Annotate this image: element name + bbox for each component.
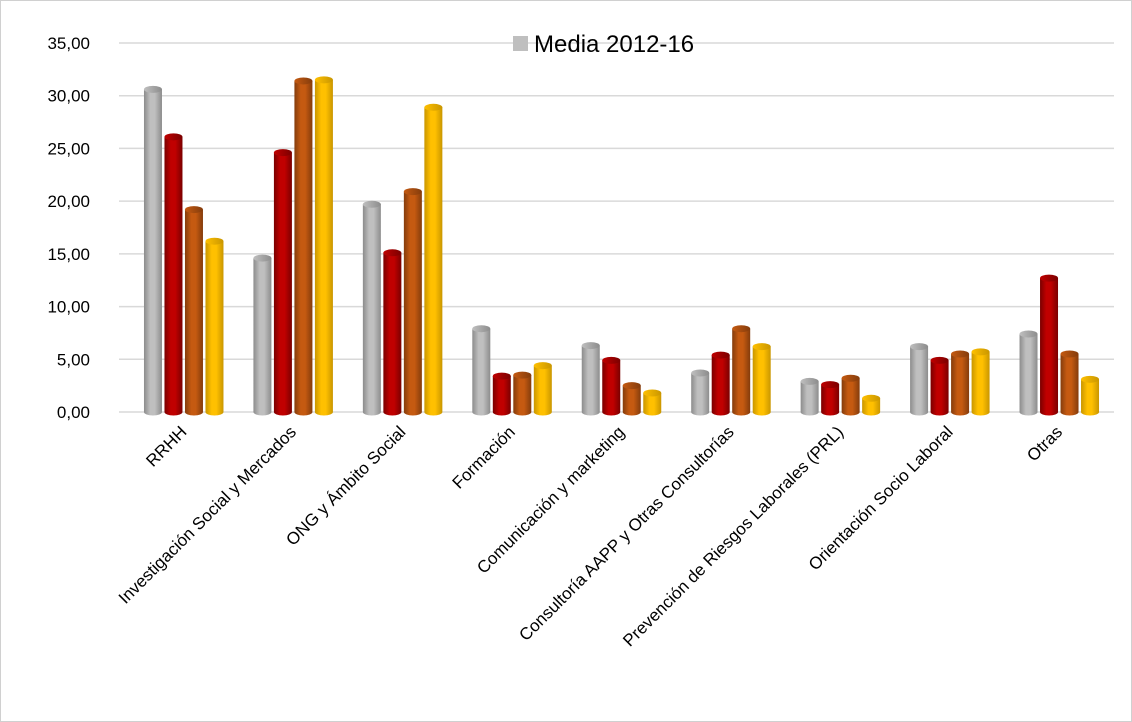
bar-prevencion-de-riesgos-laborales-prl-series-2	[821, 381, 840, 416]
y-tick-label: 25,00	[47, 139, 90, 158]
x-category-label-ong-y-ambito-social: ONG y Ámbito Social	[282, 422, 409, 549]
bar-formacion-series-3	[513, 371, 532, 416]
bar-investigacion-social-y-mercados-series-1	[253, 254, 272, 416]
y-axis-ticks: 0,00 5,00 10,00 15,00 20,00 25,00 30,00 35,00	[47, 34, 90, 422]
x-category-label-prevencion-de-riesgos-laborales-prl: Prevención de Riesgos Laborales (PRL)	[619, 422, 847, 650]
bars	[143, 76, 1100, 416]
bar-comunicacion-y-marketing-series-4	[643, 389, 662, 416]
bar-orientacion-socio-laboral-series-1	[910, 343, 929, 416]
bar-otras-series-4	[1081, 375, 1100, 416]
x-category-label-otras: Otras	[1023, 422, 1066, 465]
bar-comunicacion-y-marketing-series-1	[581, 342, 600, 416]
y-tick-label: 10,00	[47, 298, 90, 317]
bar-orientacion-socio-laboral-series-4	[971, 348, 990, 416]
x-category-label-rrhh: RRHH	[142, 422, 190, 470]
y-tick-label: 30,00	[47, 87, 90, 106]
bar-rrhh-series-4	[205, 237, 224, 416]
bar-consultoria-aapp-y-otras-consultorias-series-3	[732, 325, 751, 416]
bar-investigacion-social-y-mercados-series-3	[294, 77, 313, 416]
bar-ong-y-ambito-social-series-1	[362, 200, 381, 416]
bar-formacion-series-4	[533, 362, 552, 416]
bar-formacion-series-2	[492, 372, 511, 416]
bar-consultoria-aapp-y-otras-consultorias-series-2	[711, 351, 730, 416]
y-tick-label: 35,00	[47, 34, 90, 53]
bar-investigacion-social-y-mercados-series-4	[314, 76, 333, 416]
bar-formacion-series-1	[472, 325, 491, 416]
bar-rrhh-series-3	[184, 206, 203, 416]
bar-consultoria-aapp-y-otras-consultorias-series-4	[752, 343, 771, 416]
bar-prevencion-de-riesgos-laborales-prl-series-3	[841, 374, 860, 416]
y-tick-label: 0,00	[57, 403, 90, 422]
bar-otras-series-1	[1019, 330, 1038, 416]
x-category-label-formacion: Formación	[449, 422, 519, 492]
bar-rrhh-series-2	[164, 133, 183, 416]
bar-orientacion-socio-laboral-series-3	[951, 350, 970, 416]
bar-otras-series-2	[1040, 274, 1059, 416]
bar-comunicacion-y-marketing-series-3	[622, 382, 641, 416]
y-tick-label: 20,00	[47, 192, 90, 211]
bar-prevencion-de-riesgos-laborales-prl-series-1	[800, 377, 819, 416]
y-tick-label: 5,00	[57, 350, 90, 369]
y-tick-label: 15,00	[47, 245, 90, 264]
x-category-label-investigacion-social-y-mercados: Investigación Social y Mercados	[115, 422, 300, 607]
bar-ong-y-ambito-social-series-3	[403, 188, 422, 416]
bar-ong-y-ambito-social-series-4	[424, 103, 443, 416]
bar-comunicacion-y-marketing-series-2	[602, 356, 621, 416]
bar-otras-series-3	[1060, 350, 1079, 416]
bar-ong-y-ambito-social-series-2	[383, 249, 402, 416]
legend-label-media-2012-16: Media 2012-16	[534, 31, 694, 58]
x-category-label-consultoria-aapp-y-otras-consultorias: Consultoría AAPP y Otras Consultorías	[515, 422, 737, 644]
bar-rrhh-series-1	[143, 85, 162, 416]
bar-orientacion-socio-laboral-series-2	[930, 356, 949, 416]
legend: Media 2012-16	[513, 31, 694, 58]
bar-consultoria-aapp-y-otras-consultorias-series-1	[691, 369, 710, 416]
bar-investigacion-social-y-mercados-series-2	[273, 149, 292, 416]
bar-prevencion-de-riesgos-laborales-prl-series-4	[862, 394, 881, 416]
legend-swatch-media-2012-16	[513, 36, 528, 51]
